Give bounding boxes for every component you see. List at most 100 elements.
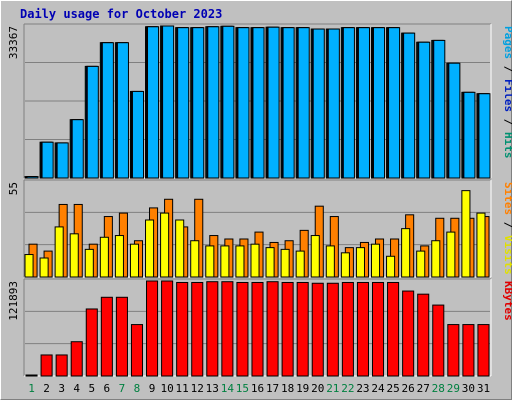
bar-kbytes	[417, 293, 430, 377]
bar-visits	[84, 248, 94, 278]
bar-kbytes	[447, 324, 460, 377]
day-label: 30	[462, 382, 475, 395]
day-label: 12	[191, 382, 204, 395]
bar-pages	[312, 28, 325, 179]
bar-visits	[99, 236, 109, 278]
bar-pages	[388, 27, 401, 179]
legend-entry: Pages	[502, 26, 512, 59]
bar-visits	[295, 250, 305, 278]
bar-kbytes	[477, 324, 490, 377]
day-label: 3	[58, 382, 65, 395]
bar-visits	[250, 243, 260, 278]
bar-pages	[478, 93, 491, 179]
bar-kbytes	[341, 281, 354, 377]
bar-visits	[401, 228, 411, 278]
day-label: 1	[28, 382, 35, 395]
day-label: 31	[477, 382, 490, 395]
bar-visits	[355, 247, 365, 278]
bar-visits	[416, 250, 426, 278]
day-label: 6	[104, 382, 111, 395]
bar-kbytes	[85, 308, 98, 377]
bar-kbytes	[191, 281, 204, 377]
panel-kbytes-max-label: 121893	[7, 281, 20, 321]
bar-visits	[386, 255, 396, 278]
day-label: 10	[160, 382, 173, 395]
bar-kbytes	[25, 374, 38, 377]
day-label: 8	[134, 382, 141, 395]
day-label: 25	[386, 382, 399, 395]
bar-pages	[131, 90, 145, 179]
bar-visits	[265, 247, 275, 278]
bar-kbytes	[356, 281, 369, 377]
legend-entry: KBytes	[502, 281, 512, 321]
bar-pages	[252, 27, 265, 179]
bar-pages	[357, 27, 370, 179]
legend-entry: /	[502, 59, 512, 79]
day-label: 7	[119, 382, 126, 395]
bar-kbytes	[161, 280, 174, 377]
bar-kbytes	[55, 354, 68, 377]
day-label: 18	[281, 382, 294, 395]
day-label: 14	[221, 382, 235, 395]
day-label: 5	[88, 382, 95, 395]
bar-visits	[461, 190, 471, 278]
bar-kbytes	[70, 341, 83, 377]
bar-pages	[237, 27, 250, 179]
day-label: 26	[402, 382, 415, 395]
bar-visits	[235, 245, 245, 278]
bar-pages	[26, 176, 39, 179]
bar-pages	[41, 141, 54, 179]
bar-pages	[86, 65, 99, 179]
day-label: 13	[206, 382, 219, 395]
panel-hits-legend: Pages / Files / Hits	[502, 26, 512, 159]
bar-kbytes	[281, 281, 294, 377]
bar-kbytes	[176, 281, 189, 377]
bar-visits	[24, 254, 34, 278]
panel-kbytes-legend: KBytes	[502, 281, 512, 321]
bar-visits	[370, 243, 381, 278]
bar-pages	[372, 27, 386, 179]
bar-pages	[177, 27, 190, 179]
bar-visits	[220, 245, 230, 278]
bar-visits	[145, 219, 155, 278]
bar-kbytes	[236, 281, 249, 377]
bar-visits	[325, 245, 335, 278]
bar-pages	[207, 26, 220, 179]
bar-kbytes	[146, 280, 159, 377]
panel-visits-legend: Sites / Visits	[502, 182, 512, 275]
legend-entry: Hits	[502, 132, 512, 159]
bar-pages	[327, 28, 340, 179]
legend-entry: /	[502, 215, 512, 235]
bar-kbytes	[221, 281, 234, 377]
bar-kbytes	[311, 282, 324, 377]
bar-visits	[476, 212, 486, 278]
bar-visits	[175, 219, 185, 278]
day-label: 23	[356, 382, 369, 395]
day-label: 22	[341, 382, 354, 395]
bar-visits	[205, 245, 215, 278]
day-label: 28	[432, 382, 445, 395]
bar-kbytes	[251, 281, 264, 377]
legend-entry: Visits	[502, 235, 512, 275]
bar-pages	[192, 27, 205, 179]
bar-visits	[129, 243, 140, 278]
bar-pages	[71, 119, 84, 179]
bar-pages	[463, 91, 476, 179]
bar-visits	[446, 231, 456, 278]
legend-entry: Files	[502, 79, 512, 112]
bar-pages	[282, 27, 295, 179]
bar-visits	[190, 240, 200, 278]
bar-pages	[116, 42, 129, 179]
bar-kbytes	[296, 281, 309, 377]
day-label: 27	[417, 382, 430, 395]
day-label: 20	[311, 382, 324, 395]
panel-hits-max-label: 33367	[7, 26, 20, 59]
bar-pages	[342, 27, 355, 179]
bar-visits	[431, 240, 441, 278]
bar-kbytes	[100, 296, 113, 377]
bar-kbytes	[432, 304, 445, 377]
bar-kbytes	[402, 290, 415, 377]
bar-pages	[267, 26, 280, 179]
day-label: 15	[236, 382, 249, 395]
bar-pages	[162, 25, 175, 179]
